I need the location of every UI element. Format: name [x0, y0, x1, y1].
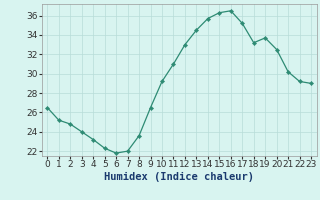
X-axis label: Humidex (Indice chaleur): Humidex (Indice chaleur) — [104, 172, 254, 182]
